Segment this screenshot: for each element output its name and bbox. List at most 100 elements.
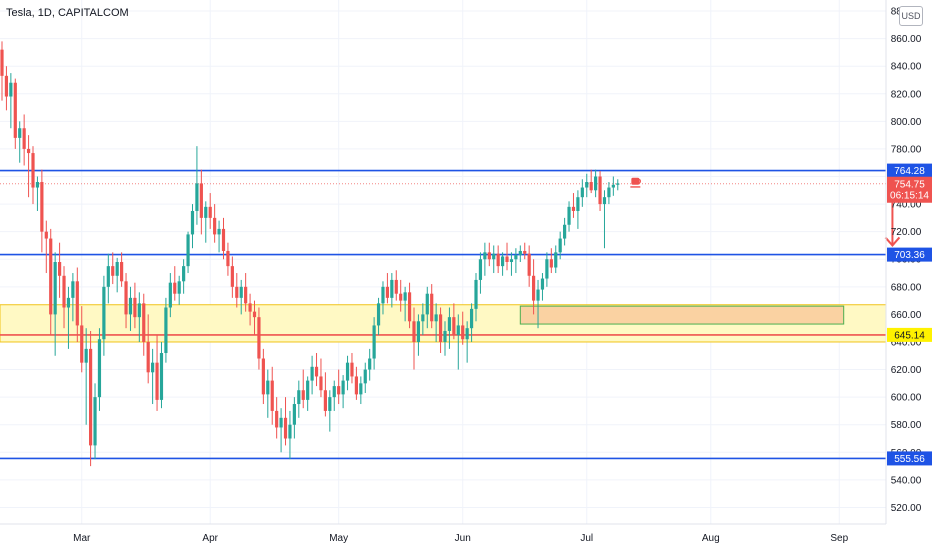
candle-body: [111, 266, 115, 276]
time-axis[interactable]: MarAprMayJunJulAugSepOctNovDec: [73, 533, 932, 544]
candle-body: [102, 286, 106, 340]
chart-title: Tesla, 1D, CAPITALCOM: [6, 7, 129, 19]
candle-body: [266, 380, 270, 395]
candle-body: [416, 321, 421, 342]
candle-body: [532, 275, 536, 301]
price-tick-label: 640.00: [891, 337, 922, 348]
candle: [483, 242, 487, 276]
candle: [71, 273, 75, 322]
level-price-tag-bg: [887, 327, 932, 342]
candle-body: [168, 282, 172, 308]
currency-button[interactable]: USD: [899, 6, 923, 26]
candle-body: [323, 390, 327, 411]
candle-body: [359, 383, 363, 395]
candle-body: [585, 182, 589, 188]
candle-body: [155, 362, 159, 400]
candle: [430, 284, 434, 329]
candle: [9, 73, 13, 129]
level-price-tag-text: 645.14: [894, 330, 925, 341]
candle: [275, 397, 279, 439]
candle: [540, 273, 545, 301]
candle-body: [430, 293, 434, 322]
candle-body: [363, 369, 367, 384]
candle-body: [257, 317, 261, 359]
candle: [279, 408, 283, 453]
candle-body: [44, 231, 48, 239]
candle: [49, 228, 53, 336]
candle: [594, 169, 598, 198]
candle: [89, 330, 93, 467]
level-price-tag: 555.56: [887, 451, 932, 466]
candle-body: [518, 250, 522, 256]
candle-body: [350, 362, 354, 377]
candle-body: [492, 253, 496, 260]
candle-body: [421, 314, 425, 322]
candle-body: [310, 366, 314, 381]
candle-body: [13, 82, 17, 138]
level-price-tag: 703.36: [887, 247, 932, 262]
candle-body: [381, 286, 385, 304]
candle-body: [461, 325, 465, 340]
candle: [523, 242, 527, 260]
candle: [438, 307, 443, 354]
candle: [283, 397, 288, 446]
candle: [270, 366, 274, 425]
candle-body: [279, 417, 283, 428]
candle: [257, 307, 261, 370]
candle: [359, 376, 363, 405]
candle: [213, 204, 217, 243]
candle-body: [487, 252, 491, 260]
candle-body: [0, 49, 4, 76]
candle-body: [177, 281, 181, 294]
candle: [102, 275, 106, 356]
candle-body: [447, 317, 452, 331]
time-tick-label: Apr: [202, 533, 218, 544]
candle: [363, 362, 367, 393]
candle-body: [376, 303, 381, 326]
candle: [549, 248, 553, 274]
candle-body: [474, 279, 478, 309]
candle-body: [9, 82, 13, 97]
candle: [235, 273, 239, 308]
candle-body: [602, 197, 607, 205]
candle-body: [137, 303, 141, 318]
candle-body: [478, 259, 483, 280]
candle-body: [97, 339, 102, 398]
candle-body: [571, 206, 576, 211]
candle: [266, 369, 270, 418]
candle: [554, 245, 558, 274]
candle-body: [270, 380, 274, 411]
candle-body: [563, 224, 567, 239]
price-tick-label: 740.00: [891, 200, 922, 211]
price-tick-label: 580.00: [891, 420, 922, 431]
candle: [332, 380, 336, 411]
candle: [341, 375, 345, 409]
candle: [474, 273, 478, 322]
level-price-tag-bg: [887, 451, 932, 466]
candle: [137, 292, 141, 342]
candle: [337, 369, 341, 405]
candle: [323, 372, 327, 417]
candle: [18, 121, 22, 163]
candle: [128, 286, 133, 331]
price-tick-label: 780.00: [891, 144, 922, 155]
candle: [589, 169, 593, 194]
candle: [434, 303, 438, 342]
candle-body: [385, 286, 390, 298]
candle: [53, 252, 57, 356]
candle: [580, 179, 584, 207]
candle-body: [465, 328, 469, 340]
candle: [345, 355, 350, 391]
time-tick-label: Jul: [580, 533, 593, 544]
price-tick-label: 600.00: [891, 393, 922, 404]
candle-body: [190, 210, 195, 235]
candle: [177, 275, 181, 305]
coffee-cup-body: [631, 177, 640, 185]
candle-body: [549, 259, 553, 268]
price-tick-label: 620.00: [891, 365, 922, 376]
candle-body: [438, 314, 443, 342]
candle: [186, 231, 190, 274]
candle: [567, 201, 571, 232]
candle: [452, 303, 456, 340]
